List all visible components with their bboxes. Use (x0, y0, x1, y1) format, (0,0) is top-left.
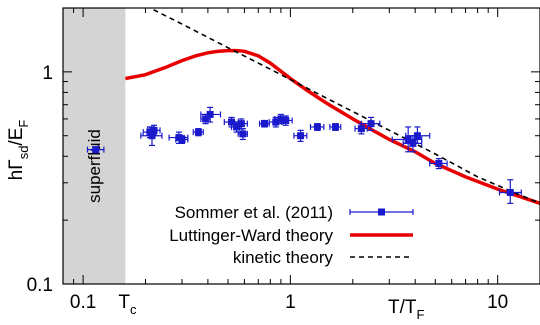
luttinger-ward-curve (125, 48, 540, 205)
x-axis-title: T/TF (388, 297, 425, 322)
data-marker (404, 135, 412, 143)
x-axis-title-main: T/T (388, 297, 417, 318)
data-point (200, 106, 222, 123)
data-marker (237, 120, 245, 128)
data-marker (202, 115, 210, 123)
legend: Sommer et al. (2011) Luttinger-Ward theo… (169, 203, 414, 267)
x-tick-label: 1 (285, 292, 296, 313)
data-marker (206, 110, 214, 118)
data-marker (260, 120, 268, 128)
data-marker (228, 118, 236, 126)
data-marker (367, 120, 375, 128)
data-point (86, 146, 105, 154)
data-point (258, 119, 270, 128)
y-axis-title: hΓsd/EF (6, 120, 31, 181)
data-marker (313, 123, 321, 131)
plot-frame (62, 7, 540, 285)
data-marker (413, 132, 421, 140)
data-marker (435, 159, 443, 167)
data-marker (146, 128, 154, 136)
data-marker (409, 139, 417, 147)
data-point (498, 179, 522, 204)
data-point (329, 123, 342, 131)
data-point (405, 126, 431, 145)
data-marker (506, 188, 514, 196)
y-axis-title-mid: /E (6, 128, 27, 146)
x-tick-label: 10 (487, 292, 508, 313)
data-marker (297, 132, 305, 140)
data-marker (282, 116, 290, 124)
data-marker (277, 115, 285, 123)
y-tick-label: 1 (42, 63, 53, 84)
data-marker (239, 130, 247, 138)
data-marker (331, 123, 339, 131)
legend-label-sommer: Sommer et al. (2011) (175, 203, 333, 222)
y-tick-label: 0.1 (27, 275, 53, 296)
tc-tick-main: T (118, 292, 130, 313)
data-point (175, 135, 189, 145)
data-marker (272, 118, 280, 126)
data-marker (194, 128, 202, 136)
data-point (192, 128, 204, 137)
data-marker (233, 123, 241, 131)
data-point (429, 158, 448, 170)
data-point (278, 115, 293, 126)
legend-label-kinetic: kinetic theory (233, 248, 334, 267)
tc-tick-sub: c (130, 302, 137, 317)
x-tick-label: 0.1 (70, 292, 96, 313)
superfluid-label: superfluid (85, 129, 104, 203)
superfluid-region (63, 8, 126, 284)
kinetic-theory-curve (148, 8, 540, 205)
data-marker (178, 135, 186, 143)
data-marker (357, 125, 365, 133)
data-point (147, 124, 161, 137)
tc-tick-label: Tc (118, 292, 137, 317)
x-axis-title-sub: F (417, 307, 425, 322)
data-point (360, 116, 381, 131)
data-point (293, 129, 308, 143)
legend-swatch-marker (378, 208, 385, 216)
y-axis-title-sub2: F (16, 120, 31, 128)
legend-label-luttinger-ward: Luttinger-Ward theory (169, 226, 333, 245)
data-marker (150, 126, 158, 134)
y-axis-title-sub1: sd (16, 146, 31, 160)
data-point (237, 128, 248, 141)
tick-labels: 0.1 1 10 0.1 1 (27, 63, 509, 313)
data-layer (86, 8, 540, 205)
data-point (309, 123, 325, 131)
axis-ticks (63, 7, 540, 285)
y-axis-title-main: hΓ (6, 159, 27, 180)
data-marker (92, 146, 100, 154)
